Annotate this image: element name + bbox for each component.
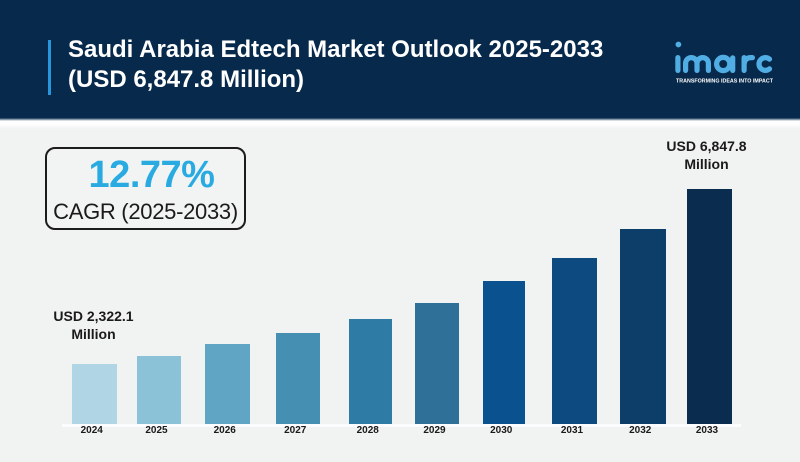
svg-text:TRANSFORMING IDEAS INTO IMPACT: TRANSFORMING IDEAS INTO IMPACT bbox=[676, 79, 774, 85]
